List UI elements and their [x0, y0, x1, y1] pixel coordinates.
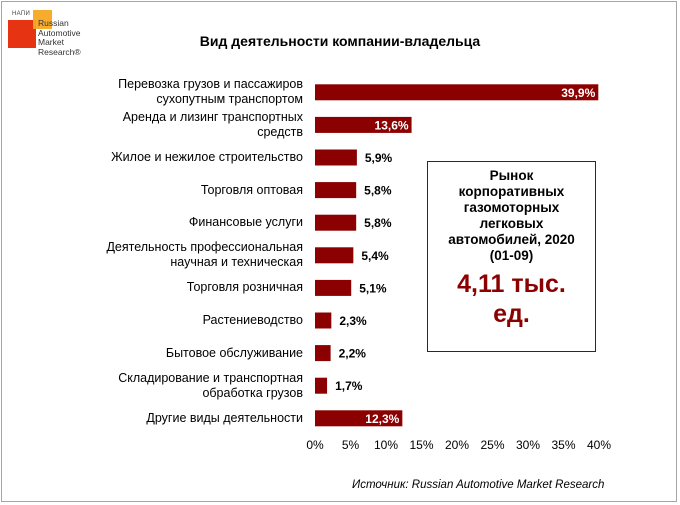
category-label: Бытовое обслуживание — [3, 346, 303, 361]
logo-name-line: Research® — [38, 46, 81, 57]
x-tick-label: 40% — [587, 438, 611, 452]
data-label: 12,3% — [365, 412, 399, 426]
category-label-line: Бытовое обслуживание — [165, 345, 303, 360]
category-label-line: Перевозка грузов и пассажиров — [118, 77, 303, 92]
category-label-line: Торговля оптовая — [200, 182, 303, 197]
data-label: 13,6% — [375, 118, 409, 132]
logo-name-line: Automotive — [38, 27, 81, 38]
category-label: Торговля оптовая — [3, 183, 303, 198]
data-label: 1,7% — [335, 379, 363, 393]
x-tick-label: 30% — [516, 438, 540, 452]
source-note: Источник: Russian Automotive Market Rese… — [352, 479, 605, 491]
category-label-line: Складирование и транспортная — [118, 370, 303, 385]
chart-title: Вид деятельности компании-владельца — [199, 33, 481, 49]
x-tick-label: 25% — [480, 438, 504, 452]
category-label: Деятельность профессиональная научная и т… — [3, 240, 303, 270]
category-label-line: Другие виды деятельности — [146, 410, 303, 425]
callout-box: Рынок корпоративных газомоторных легковы… — [427, 161, 596, 352]
data-label: 5,1% — [359, 281, 387, 295]
logo-tag: НАПИ — [12, 11, 31, 17]
category-label: Аренда и лизинг транспортных средств — [3, 110, 303, 140]
data-label: 5,9% — [365, 151, 393, 165]
x-tick-label: 5% — [342, 438, 360, 452]
bar — [315, 279, 352, 296]
callout-text-line: газомоторных — [463, 200, 560, 215]
data-label: 39,9% — [561, 86, 595, 100]
category-label: Другие виды деятельности — [3, 411, 303, 426]
bar — [315, 247, 354, 264]
category-label-line: Аренда и лизинг транспортных — [122, 109, 303, 124]
bar — [315, 182, 357, 199]
data-label: 2,3% — [339, 314, 367, 328]
category-label-line: Торговля розничная — [186, 280, 303, 295]
bar — [315, 84, 599, 101]
category-label: Торговля розничная — [3, 280, 303, 295]
category-label: Жилое и нежилое строительство — [3, 150, 303, 165]
x-tick-label: 0% — [306, 438, 324, 452]
category-label-line: Жилое и нежилое строительство — [111, 150, 303, 164]
x-tick-label: 35% — [551, 438, 575, 452]
bar — [315, 377, 328, 394]
x-tick-label: 15% — [409, 438, 433, 452]
category-label-line: средств — [257, 124, 303, 139]
category-label-line: сухопутным транспортом — [156, 92, 303, 107]
callout-text-line: корпоративных — [458, 184, 565, 199]
logo-red-square — [8, 20, 36, 48]
bar — [315, 214, 357, 231]
logo-name-line: Market — [38, 37, 64, 47]
category-label: Складирование и транспортная обработка гр… — [3, 371, 303, 401]
logo-name-line: Russian — [38, 18, 69, 28]
category-label-line: обработка грузов — [202, 385, 303, 400]
category-label: Растениеводство — [3, 313, 303, 328]
category-label: Перевозка грузов и пассажиров сухопутным … — [3, 77, 303, 107]
bar — [315, 116, 412, 133]
callout-text-line: Рынок — [489, 168, 534, 183]
bar — [315, 312, 332, 329]
logo: НАПИ Russian Automotive Market Research® — [8, 8, 118, 68]
data-label: 5,8% — [364, 184, 392, 198]
callout-value-line: 4,11 тыс. — [457, 270, 566, 298]
callout-text: Рынок корпоративных газомоторных легковы… — [428, 168, 595, 264]
logo-orange-square — [33, 10, 52, 29]
category-label-line: Растениеводство — [202, 313, 303, 327]
data-label: 5,8% — [364, 216, 392, 230]
callout-text-line: (01-09) — [489, 248, 534, 263]
data-label: 5,4% — [361, 249, 389, 263]
category-label-line: Финансовые услуги — [188, 215, 303, 230]
logo-name: Russian Automotive Market Research® — [38, 18, 81, 57]
x-tick-label: 10% — [374, 438, 398, 452]
category-label-line: научная и техническая — [170, 255, 303, 270]
callout-value-line: ед. — [493, 300, 530, 328]
bar — [315, 410, 403, 427]
callout-text-line: легковых — [479, 216, 544, 231]
callout-text-line: автомобилей, 2020 — [448, 232, 575, 247]
bar — [315, 345, 331, 362]
category-label: Финансовые услуги — [3, 215, 303, 230]
x-tick-label: 20% — [445, 438, 469, 452]
category-label-line: Деятельность профессиональная — [106, 240, 303, 255]
data-label: 2,2% — [339, 347, 367, 361]
callout-value: 4,11 тыс. ед. — [428, 269, 595, 329]
bar — [315, 149, 357, 166]
